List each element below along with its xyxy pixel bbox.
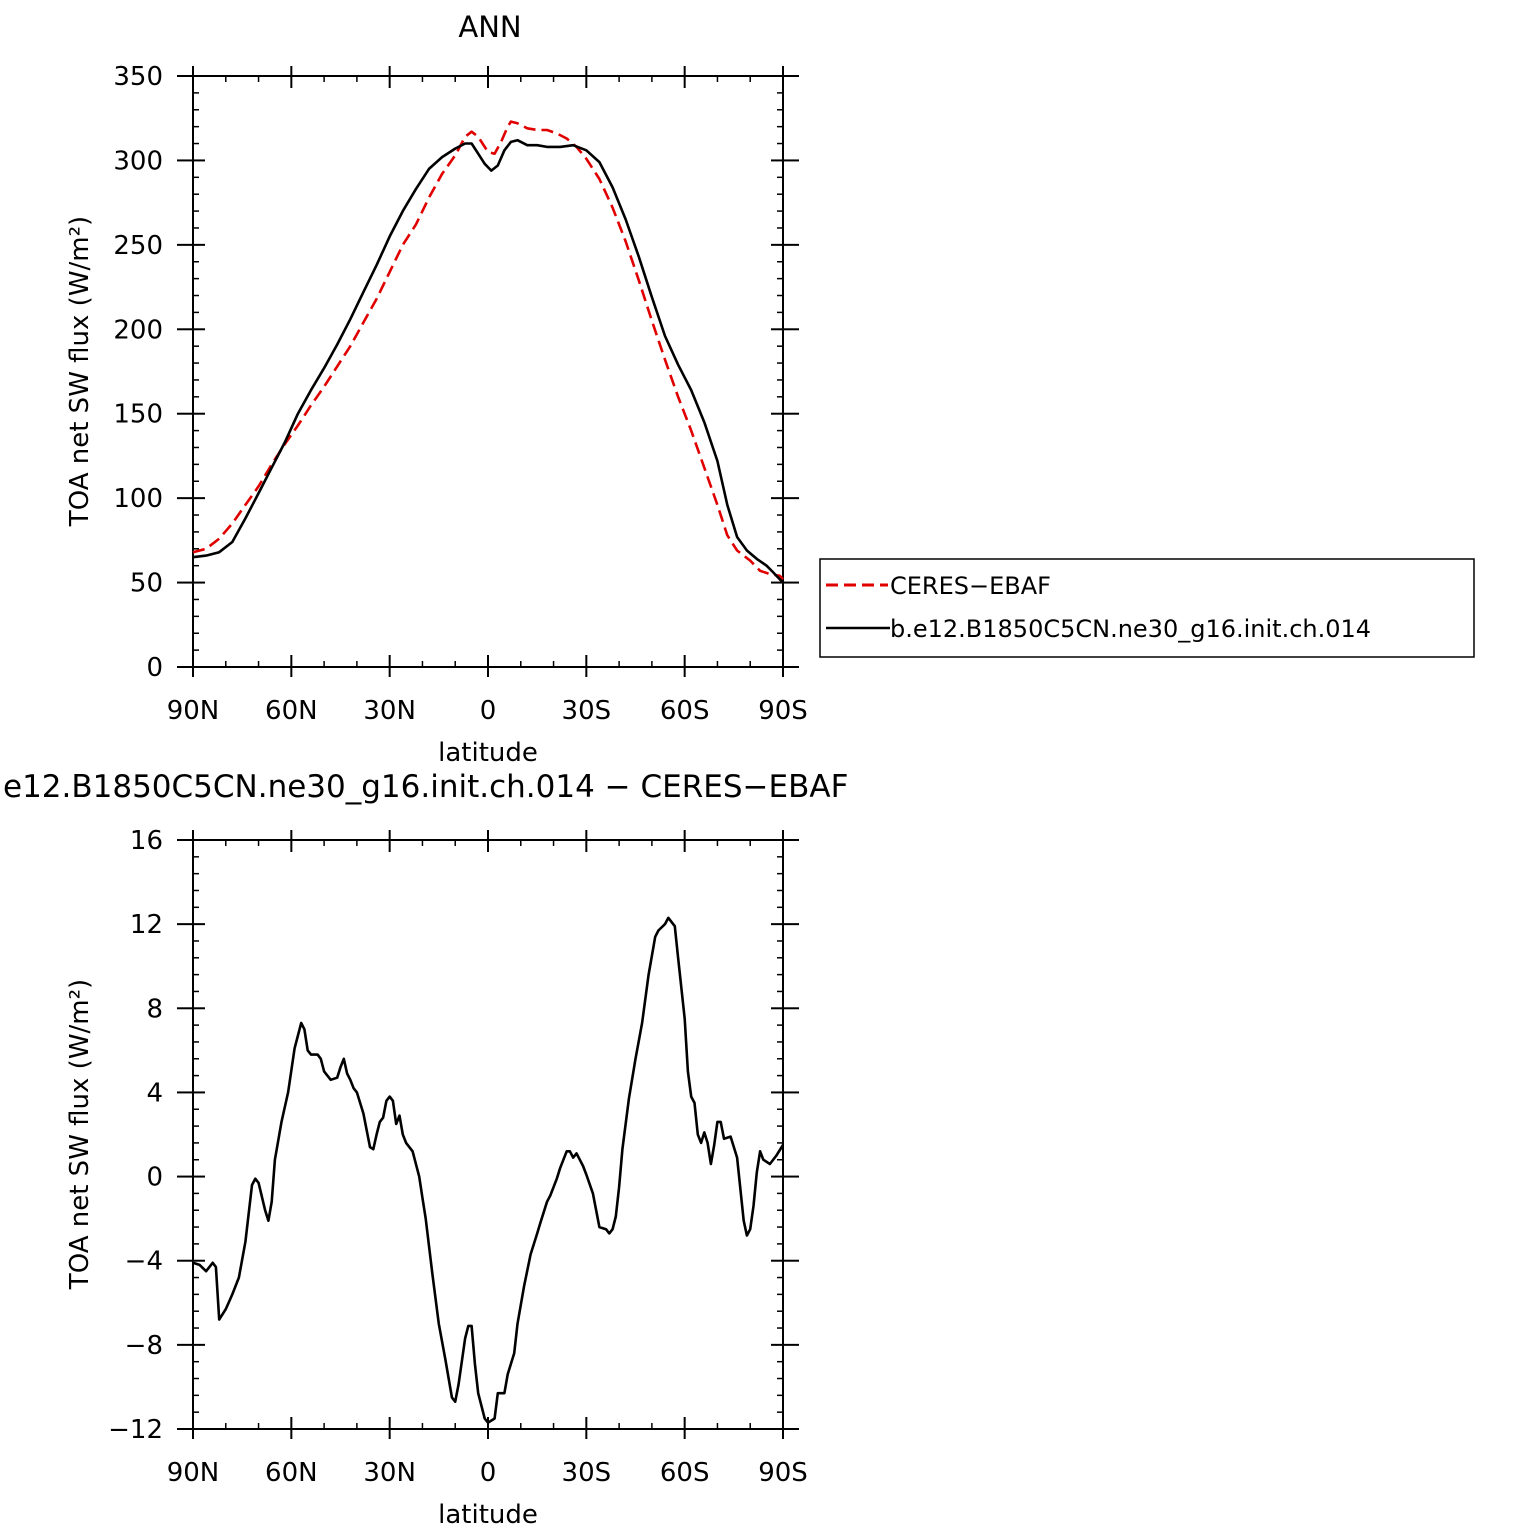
bottom-y-tick-label: −12: [108, 1415, 163, 1445]
top-x-tick-label: 90S: [758, 696, 808, 726]
top-series-line-1: [192, 120, 784, 581]
bottom-x-tick-label: 0: [480, 1458, 497, 1488]
top-series-group: [192, 120, 784, 584]
bottom-chart-title: e12.B1850C5CN.ne30_g16.init.ch.014 − CER…: [3, 769, 848, 805]
bottom-plot-frame: [192, 839, 784, 1430]
top-chart-title: ANN: [458, 10, 521, 44]
legend-label-model: b.e12.B1850C5CN.ne30_g16.init.ch.014: [890, 615, 1371, 643]
top-y-tick-label: 150: [113, 400, 163, 430]
legend: CERES−EBAF b.e12.B1850C5CN.ne30_g16.init…: [819, 558, 1475, 658]
bottom-x-tick-label: 90N: [167, 1458, 220, 1488]
top-y-tick-label: 350: [113, 62, 163, 92]
top-series-line-2: [192, 138, 784, 584]
bottom-series-line-1: [192, 916, 785, 1424]
bottom-chart: 90N 60N 30N 0 30S 60S 90S −12 −8 −4 0 4 8 12 16 latitu…: [65, 826, 808, 1530]
top-y-tick-label: 200: [113, 315, 163, 345]
top-x-tick-label: 60S: [660, 696, 710, 726]
bottom-x-axis-label: latitude: [438, 1500, 538, 1530]
top-y-tick-label: 250: [113, 231, 163, 261]
top-x-tick-label: 60N: [265, 696, 318, 726]
top-y-tick-label: 300: [113, 146, 163, 176]
bottom-axis-ticks: 90N 60N 30N 0 30S 60S 90S −12 −8 −4 0 4 8 12 16: [108, 826, 808, 1488]
legend-box: [819, 558, 1475, 658]
bottom-y-tick-label: 16: [130, 826, 163, 856]
top-y-tick-label: 100: [113, 484, 163, 514]
top-x-tick-label: 90N: [167, 696, 220, 726]
bottom-y-tick-label: 0: [146, 1163, 163, 1193]
bottom-y-tick-label: −4: [125, 1247, 163, 1277]
top-x-axis-label: latitude: [438, 738, 538, 768]
top-x-tick-label: 0: [480, 696, 497, 726]
bottom-y-tick-label: 4: [146, 1078, 163, 1108]
top-x-tick-label: 30N: [363, 696, 416, 726]
bottom-x-tick-label: 30N: [363, 1458, 416, 1488]
top-plot-frame: [192, 75, 784, 668]
bottom-y-tick-label: 12: [130, 910, 163, 940]
bottom-x-tick-label: 30S: [562, 1458, 612, 1488]
top-y-axis-label: TOA net SW flux (W/m²): [65, 216, 95, 527]
bottom-x-tick-label: 60S: [660, 1458, 710, 1488]
top-chart: 90N 60N 30N 0 30S 60S 90S 0 50 100 150 200 250 300 350…: [65, 62, 808, 768]
bottom-x-tick-label: 60N: [265, 1458, 318, 1488]
bottom-y-axis-label: TOA net SW flux (W/m²): [65, 979, 95, 1290]
bottom-y-tick-label: 8: [146, 994, 163, 1024]
bottom-x-tick-label: 90S: [758, 1458, 808, 1488]
legend-label-ceres: CERES−EBAF: [890, 572, 1051, 600]
top-axis-ticks: 90N 60N 30N 0 30S 60S 90S 0 50 100 150 200 250 300 350: [113, 62, 807, 726]
bottom-series-group: [192, 916, 785, 1424]
top-y-tick-label: 0: [146, 653, 163, 683]
top-x-tick-label: 30S: [562, 696, 612, 726]
top-y-tick-label: 50: [130, 569, 163, 599]
bottom-y-tick-label: −8: [125, 1331, 163, 1361]
